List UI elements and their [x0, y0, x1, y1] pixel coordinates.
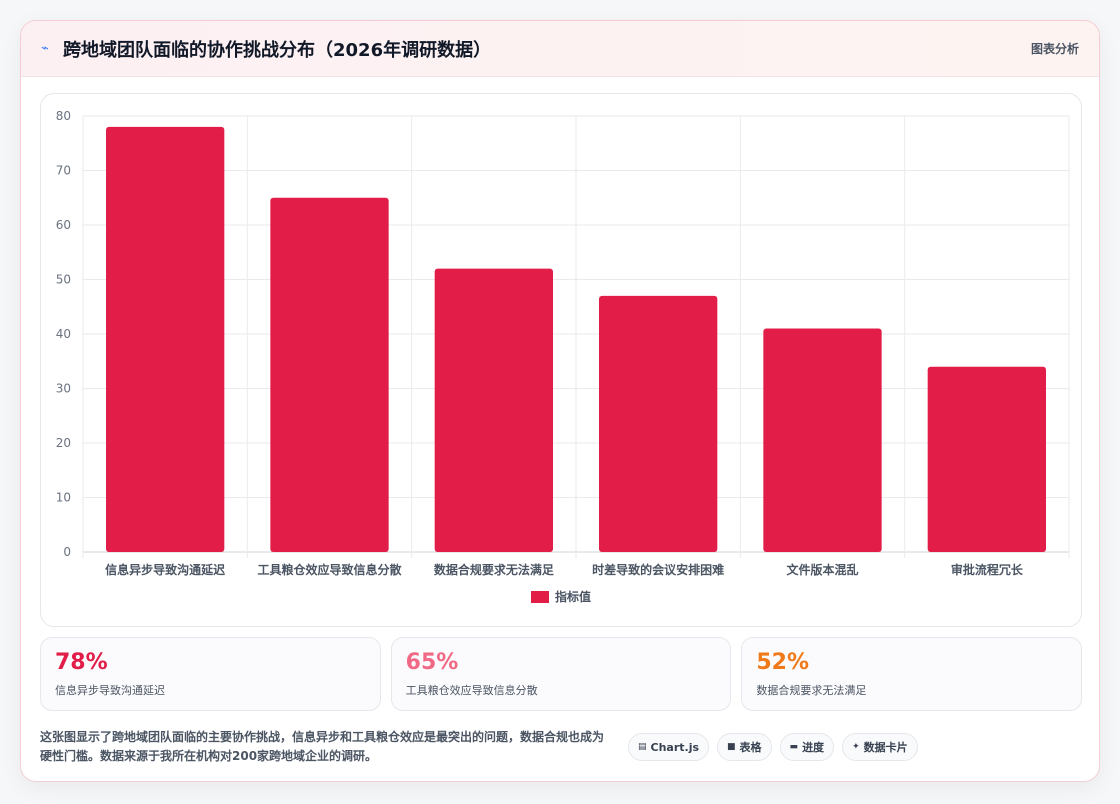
- stat-value: 65%: [405, 650, 459, 675]
- stat-label: 信息异步导致沟通延迟: [55, 684, 165, 697]
- chart-analysis-tag: 图表分析: [1030, 42, 1079, 56]
- x-tick-label: 文件版本混乱: [786, 562, 858, 577]
- bar: [106, 126, 225, 553]
- y-tick-label: 60: [56, 218, 71, 232]
- card-footer: 这张图显示了跨地域团队面临的主要协作挑战，信息异步和工具粮仓效应是最突出的问题，…: [40, 725, 1082, 769]
- x-tick-label: 数据合规要求无法满足: [434, 562, 554, 577]
- bar: [927, 366, 1046, 552]
- stat-card: 78% 信息异步导致沟通延迟: [40, 637, 381, 711]
- sparkle-icon: ✦: [852, 742, 860, 752]
- chart-description: 这张图显示了跨地域团队面临的主要协作挑战，信息异步和工具粮仓效应是最突出的问题，…: [40, 730, 605, 763]
- stat-cards: 78% 信息异步导致沟通延迟 65% 工具粮仓效应导致信息分散 52% 数据合规…: [40, 637, 1083, 711]
- bar-chart-container: 0 10 20 30 40 50 60 70 80 信息异步导致沟通延迟 工具粮仓效应导致信息分散 数…: [40, 93, 1082, 627]
- x-tick-label: 审批流程冗长: [951, 562, 1024, 577]
- pill-label: 表格: [739, 741, 762, 754]
- tech-pills: ▤ Chart.js ■ 表格 ▬ 进度 ✦ 数据卡片: [628, 733, 918, 761]
- bar: [763, 328, 882, 552]
- table-icon: ■: [727, 742, 736, 752]
- stat-value: 52%: [756, 650, 810, 675]
- legend-swatch: [531, 591, 549, 603]
- y-tick-label: 30: [56, 382, 71, 396]
- y-tick-label: 0: [63, 545, 71, 559]
- progress-icon: ▬: [789, 742, 799, 752]
- y-tick-label: 80: [56, 109, 71, 123]
- x-tick-label: 信息异步导致沟通延迟: [105, 562, 225, 577]
- card-header: ⌁ 跨地域团队面临的协作挑战分布（2026年调研数据） 图表分析: [21, 21, 1099, 77]
- pill-label: Chart.js: [650, 740, 700, 754]
- bar: [270, 197, 389, 552]
- bar-chart: 0 10 20 30 40 50 60 70 80 信息异步导致沟通延迟 工具粮仓效应导致信息分散 数…: [56, 109, 1070, 604]
- pill-data-card[interactable]: ✦ 数据卡片: [842, 733, 918, 761]
- x-tick-label: 工具粮仓效应导致信息分散: [257, 562, 402, 577]
- stat-value: 78%: [55, 650, 108, 675]
- y-tick-label: 50: [56, 273, 71, 287]
- stat-card: 52% 数据合规要求无法满足: [741, 637, 1083, 711]
- pill-progress[interactable]: ▬ 进度: [779, 733, 835, 761]
- bar: [599, 295, 718, 552]
- page-title: 跨地域团队面临的协作挑战分布（2026年调研数据）: [63, 39, 492, 61]
- y-tick-label: 10: [56, 491, 71, 505]
- stat-label: 工具粮仓效应导致信息分散: [405, 684, 538, 697]
- pill-label: 进度: [802, 741, 825, 754]
- y-tick-label: 20: [56, 436, 71, 450]
- x-tick-label: 时差导致的会议安排困难: [592, 562, 724, 577]
- lightning-icon: ⌁: [41, 41, 49, 56]
- stat-card: 65% 工具粮仓效应导致信息分散: [390, 637, 732, 711]
- pill-chartjs[interactable]: ▤ Chart.js: [628, 733, 710, 761]
- stat-label: 数据合规要求无法满足: [756, 684, 867, 697]
- pill-table[interactable]: ■ 表格: [717, 733, 772, 761]
- bar: [434, 268, 553, 552]
- y-tick-label: 40: [56, 327, 71, 341]
- chart-card: ⌁ 跨地域团队面临的协作挑战分布（2026年调研数据） 图表分析 0 10 20 30…: [20, 20, 1100, 782]
- legend-label: 指标值: [555, 589, 591, 604]
- pill-label: 数据卡片: [863, 741, 908, 754]
- y-tick-label: 70: [56, 164, 71, 178]
- chart-icon: ▤: [638, 742, 647, 752]
